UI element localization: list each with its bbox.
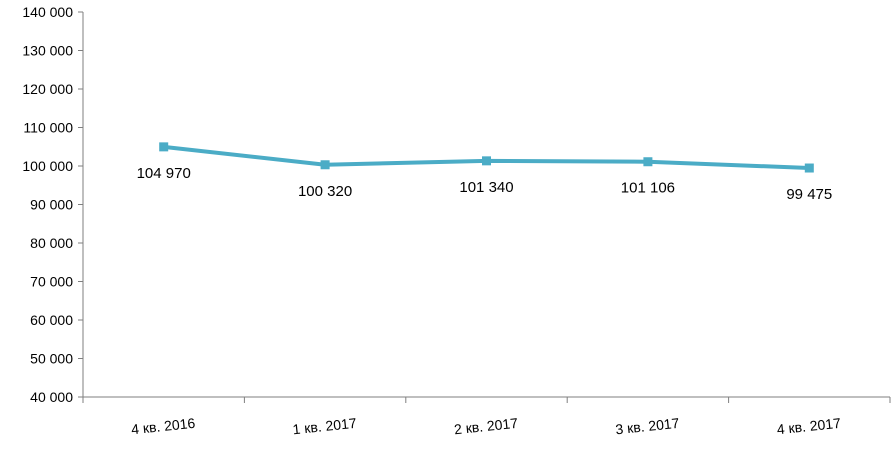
series-group [159,142,814,173]
y-tick-label: 60 000 [30,312,73,328]
y-axis: 40 000 50 000 60 000 70 000 80 000 90 000 100 … [22,4,84,405]
x-tick-label: 4 кв. 2017 [776,415,842,438]
y-tick-label: 120 000 [22,81,73,97]
data-label: 101 106 [621,180,675,197]
data-label: 101 340 [459,179,513,196]
y-tick-label: 40 000 [30,389,73,405]
data-point [643,157,653,167]
y-tick-label: 130 000 [22,43,73,59]
x-tick-label: 1 кв. 2017 [292,415,358,438]
x-tick-label: 4 кв. 2016 [130,415,196,438]
data-point [320,160,330,170]
x-tick-label: 2 кв. 2017 [453,415,519,438]
y-tick-label: 80 000 [30,235,73,251]
data-label: 104 970 [137,165,191,182]
y-tick-label: 100 000 [22,158,73,174]
y-tick-label: 70 000 [30,274,73,290]
data-point [159,142,169,152]
data-labels: 104 970 100 320 101 340 101 106 99 475 [137,165,833,203]
x-axis: 4 кв. 2016 1 кв. 2017 2 кв. 2017 3 кв. 2017… [82,396,891,438]
y-tick-label: 140 000 [22,4,73,20]
y-tick-label: 90 000 [30,197,73,213]
data-label: 99 475 [786,186,832,203]
y-tick-label: 110 000 [23,120,73,136]
x-tick-label: 3 кв. 2017 [615,415,681,438]
data-point [804,163,814,173]
data-point [482,156,491,166]
data-label: 100 320 [298,183,352,200]
y-tick-label: 50 000 [30,351,73,367]
